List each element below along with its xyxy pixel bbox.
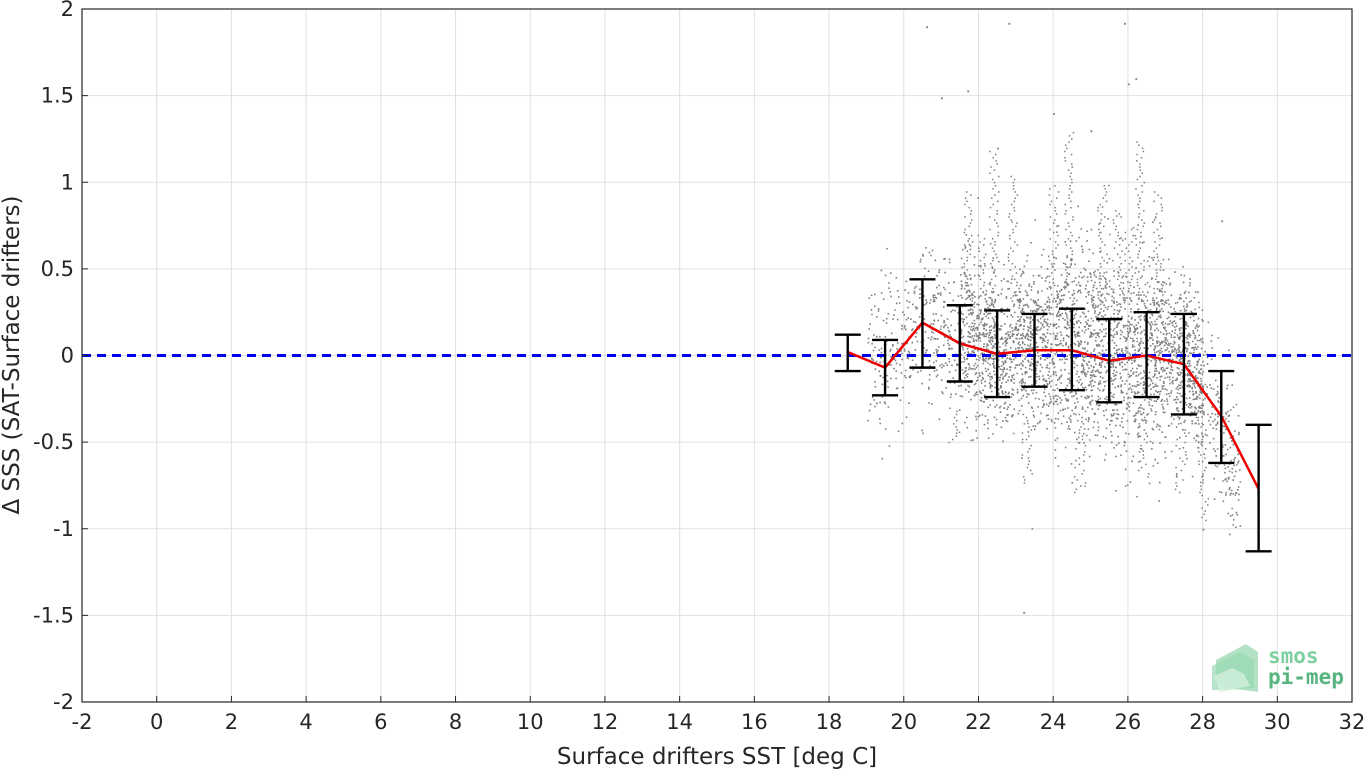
x-tick-label-17: 32 <box>1339 710 1365 734</box>
x-tick-label-0: -2 <box>72 710 93 734</box>
y-tick-label-6: -1 <box>53 517 74 541</box>
error-bar-10 <box>1208 369 1235 465</box>
smos-pimep-logo: smos pi-mep <box>1212 644 1344 692</box>
error-bar-7 <box>1096 317 1123 404</box>
tick-labels: -2 0 2 4 6 8 10 12 14 16 18 20 22 24 26 28 30 3221.510.50… <box>33 0 1365 734</box>
x-tick-label-16: 30 <box>1264 710 1291 734</box>
error-bars-layer <box>834 278 1272 553</box>
error-bar-5 <box>1021 312 1048 388</box>
x-tick-label-3: 4 <box>299 710 312 734</box>
x-tick-label-7: 12 <box>592 710 619 734</box>
error-bar-0 <box>834 333 861 373</box>
logo-icon <box>1212 644 1258 692</box>
x-tick-label-5: 8 <box>449 710 462 734</box>
x-tick-label-2: 2 <box>225 710 238 734</box>
error-bar-3 <box>946 304 973 383</box>
y-tick-label-2: 1 <box>61 170 74 194</box>
error-bar-11 <box>1245 423 1272 553</box>
x-tick-label-1: 0 <box>150 710 163 734</box>
x-tick-label-14: 26 <box>1115 710 1142 734</box>
error-bar-2 <box>909 278 936 369</box>
x-tick-label-12: 22 <box>965 710 992 734</box>
error-bar-4 <box>984 309 1011 399</box>
error-bar-8 <box>1133 310 1160 399</box>
y-tick-label-0: 2 <box>61 0 74 21</box>
x-tick-label-4: 6 <box>374 710 387 734</box>
logo-line-1: smos <box>1268 644 1319 668</box>
error-bar-1 <box>872 338 899 397</box>
y-axis-label: Δ SSS (SAT-Surface drifters) <box>0 196 25 515</box>
mean-line-layer <box>847 321 1260 490</box>
x-tick-label-6: 10 <box>517 710 544 734</box>
error-bar-6 <box>1058 307 1085 392</box>
y-tick-label-4: 0 <box>61 344 74 368</box>
x-tick-label-15: 28 <box>1189 710 1216 734</box>
y-tick-label-5: -0.5 <box>33 430 74 454</box>
logo-line-2: pi-mep <box>1268 665 1344 689</box>
x-tick-label-13: 24 <box>1040 710 1067 734</box>
x-tick-label-11: 20 <box>890 710 917 734</box>
x-tick-label-9: 16 <box>741 710 768 734</box>
x-axis-label: Surface drifters SST [deg C] <box>557 744 877 770</box>
y-tick-label-1: 1.5 <box>41 84 74 108</box>
x-tick-label-8: 14 <box>666 710 693 734</box>
y-tick-label-8: -2 <box>53 690 74 714</box>
error-bar-9 <box>1170 312 1197 416</box>
y-tick-label-3: 0.5 <box>41 257 74 281</box>
mean-line <box>847 321 1260 490</box>
y-tick-label-7: -1.5 <box>33 603 74 627</box>
x-tick-label-10: 18 <box>816 710 843 734</box>
